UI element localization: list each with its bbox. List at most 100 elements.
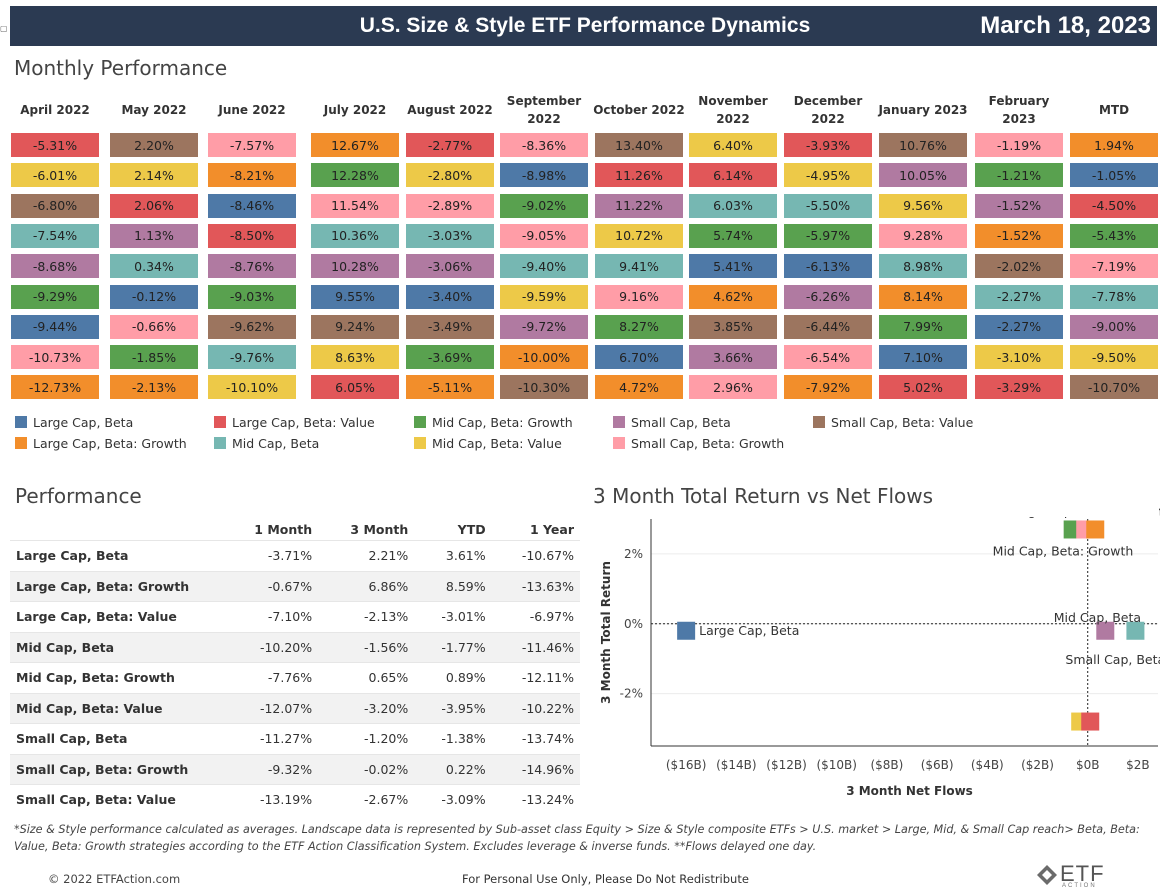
- performance-cell: 2.14%: [110, 163, 198, 188]
- point-label: Small Cap, Beta: [1065, 652, 1160, 667]
- name-header: [10, 518, 222, 541]
- table-cell: -11.27%: [222, 723, 319, 754]
- month-header: September 2022: [506, 94, 582, 126]
- performance-cell: -9.03%: [208, 284, 296, 309]
- performance-cell: 10.76%: [879, 133, 967, 157]
- performance-cell: -9.76%: [208, 345, 296, 370]
- table-cell: 0.65%: [318, 662, 415, 693]
- legend-label: Small Cap, Beta: Value: [831, 414, 974, 430]
- performance-cell: -8.46%: [208, 193, 296, 218]
- legend-label: Small Cap, Beta: [631, 414, 731, 430]
- performance-cell: -7.92%: [784, 375, 872, 400]
- table-row: Large Cap, Beta -3.71% 2.21% 3.61% -10.67%: [10, 540, 580, 571]
- monthly-performance-title: Monthly Performance: [14, 56, 228, 80]
- table-cell: -7.76%: [222, 662, 319, 693]
- legend-label: Mid Cap, Beta: [232, 435, 320, 451]
- performance-cell: -10.10%: [208, 375, 296, 400]
- x-tick-label: ($14B): [716, 758, 757, 772]
- row-name: Large Cap, Beta: [10, 540, 222, 571]
- performance-cell: -7.78%: [1070, 284, 1158, 309]
- legend-swatch: [613, 437, 625, 449]
- performance-cell: 6.14%: [689, 163, 777, 188]
- performance-cell: -6.01%: [11, 163, 99, 188]
- table-cell: -10.67%: [491, 540, 580, 571]
- column-header: YTD: [457, 521, 486, 537]
- performance-cell: -6.80%: [11, 193, 99, 218]
- legend-label: Large Cap, Beta: Value: [232, 414, 375, 430]
- usage-notice: For Personal Use Only, Please Do Not Red…: [462, 872, 749, 886]
- table-cell: -12.11%: [491, 662, 580, 693]
- performance-cell: -2.02%: [975, 254, 1063, 279]
- x-tick-label: $0B: [1076, 758, 1100, 772]
- table-cell: -7.10%: [222, 601, 319, 632]
- performance-cell: 8.98%: [879, 254, 967, 279]
- legend-swatch: [414, 437, 426, 449]
- column-header: 3 Month: [350, 521, 409, 537]
- performance-table: 1 Month 3 Month YTD 1 Year Large Cap, Be…: [10, 518, 580, 815]
- performance-cell: -5.11%: [406, 375, 494, 400]
- performance-cell: 5.41%: [689, 254, 777, 279]
- performance-cell: 9.56%: [879, 193, 967, 218]
- performance-cell: 9.16%: [595, 284, 683, 309]
- table-cell: -1.77%: [414, 631, 492, 663]
- performance-cell: -6.26%: [784, 284, 872, 309]
- month-header: December 2022: [793, 94, 863, 126]
- performance-cell: 11.22%: [595, 193, 683, 218]
- performance-cell: -6.54%: [784, 345, 872, 370]
- performance-cell: 11.26%: [595, 163, 683, 188]
- legend-label: Large Cap, Beta: Growth: [33, 435, 187, 451]
- table-cell: -2.67%: [318, 784, 415, 815]
- legend-swatch: [813, 416, 825, 428]
- performance-cell: 3.85%: [689, 314, 777, 339]
- table-cell: -13.74%: [491, 723, 580, 754]
- legend-item: Small Cap, Beta: Growth: [613, 434, 784, 452]
- table-row: Small Cap, Beta -11.27% -1.20% -1.38% -13.74…: [10, 723, 580, 754]
- row-name: Mid Cap, Beta: Growth: [10, 662, 222, 693]
- performance-cell: 4.62%: [689, 284, 777, 309]
- performance-cell: 9.41%: [595, 254, 683, 279]
- month-header: October 2022: [593, 103, 685, 117]
- x-tick-label: ($2B): [1021, 758, 1054, 772]
- performance-cell: -2.77%: [406, 133, 494, 157]
- performance-cell: 8.27%: [595, 314, 683, 339]
- table-cell: -3.71%: [222, 540, 319, 571]
- table-cell: -6.97%: [491, 601, 580, 632]
- table-cell: -13.24%: [491, 784, 580, 815]
- performance-cell: 5.02%: [879, 375, 967, 400]
- table-cell: -1.56%: [318, 631, 415, 663]
- month-header: April 2022: [20, 103, 90, 117]
- performance-cell: 6.70%: [595, 345, 683, 370]
- data-point: [1086, 520, 1105, 539]
- performance-cell: 4.72%: [595, 375, 683, 400]
- legend-swatch: [15, 416, 27, 428]
- performance-cell: 6.03%: [689, 193, 777, 218]
- row-name: Mid Cap, Beta: [10, 631, 222, 663]
- month-header: July 2022: [323, 103, 387, 117]
- legend-item: Large Cap, Beta: Growth: [15, 434, 187, 452]
- performance-title: Performance: [15, 484, 142, 508]
- performance-cell: 10.72%: [595, 223, 683, 248]
- month-header: January 2023: [878, 103, 968, 117]
- month-header: MTD: [1098, 103, 1130, 117]
- point-label: Mid Cap, Beta: [1054, 610, 1141, 625]
- performance-cell: -3.93%: [784, 133, 872, 157]
- logo-text: ETF: [1060, 861, 1105, 886]
- legend-swatch: [214, 416, 226, 428]
- legend-swatch: [15, 437, 27, 449]
- table-cell: -2.13%: [318, 601, 415, 632]
- performance-cell: 12.28%: [311, 163, 399, 188]
- legend-swatch: [414, 416, 426, 428]
- performance-cell: -9.29%: [11, 284, 99, 309]
- performance-cell: 10.36%: [311, 223, 399, 248]
- table-cell: -3.01%: [414, 601, 492, 632]
- month-header: February 2023: [988, 94, 1050, 126]
- performance-cell: -6.13%: [784, 254, 872, 279]
- performance-cell: -9.05%: [500, 223, 588, 248]
- performance-cell: -4.50%: [1070, 193, 1158, 218]
- performance-cell: -9.62%: [208, 314, 296, 339]
- performance-cell: 2.06%: [110, 193, 198, 218]
- legend-item: Mid Cap, Beta: [214, 434, 319, 452]
- performance-cell: -1.52%: [975, 193, 1063, 218]
- legend-swatch: [214, 437, 226, 449]
- legend-label: Large Cap, Beta: [33, 414, 134, 430]
